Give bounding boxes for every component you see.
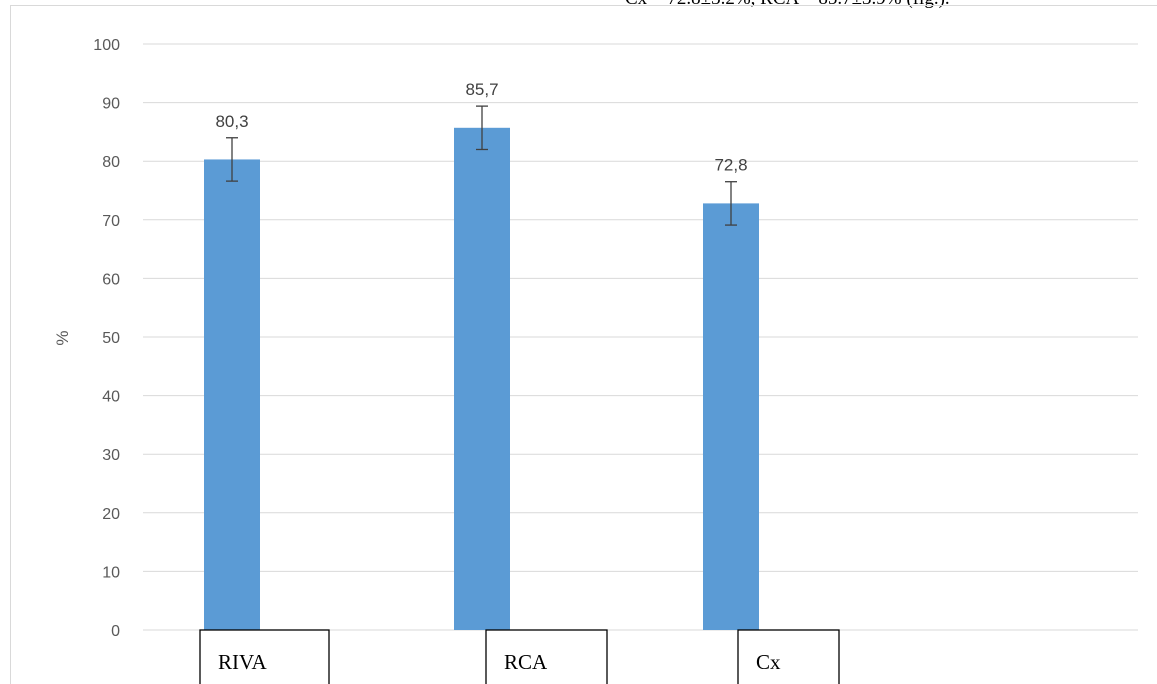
error-bars: [226, 105, 737, 226]
bar: [204, 159, 260, 630]
y-tick-label: 100: [93, 37, 120, 54]
y-axis-label: %: [53, 330, 72, 345]
gridlines: [143, 43, 1138, 631]
y-tick-label: 0: [111, 623, 120, 640]
bar: [703, 203, 759, 630]
category-label: Cx: [756, 650, 781, 674]
data-label: 85,7: [465, 80, 498, 99]
y-axis: 0 10 20 30 40 50 60 70 80 90 100: [93, 37, 120, 640]
y-tick-label: 60: [102, 271, 120, 288]
figure-caption-fragment: Cx = 72.8±3.2%, RCA = 85.7±3.9% (fig.).: [560, 0, 1157, 14]
data-label: 72,8: [714, 156, 747, 175]
chart-frame: [10, 5, 1157, 684]
category-box: [737, 629, 840, 684]
category-box: [199, 629, 330, 684]
category-label: RCA: [504, 650, 548, 674]
y-tick-label: 90: [102, 96, 120, 113]
category-box: [485, 629, 608, 684]
bar: [454, 127, 510, 630]
caption-text: Cx = 72.8±3.2%, RCA = 85.7±3.9% (fig.).: [625, 0, 950, 10]
y-tick-label: 50: [102, 330, 120, 347]
x-axis-categories: RIVA RCA Cx: [199, 629, 840, 684]
data-labels: 80,3 85,7 72,8: [215, 80, 747, 175]
y-tick-label: 20: [102, 506, 120, 523]
y-tick-label: 40: [102, 389, 120, 406]
category-label: RIVA: [218, 650, 267, 674]
y-tick-label: 10: [102, 564, 120, 581]
data-label: 80,3: [215, 112, 248, 131]
y-tick-label: 30: [102, 447, 120, 464]
y-tick-label: 80: [102, 154, 120, 171]
bars: [204, 127, 759, 630]
y-tick-label: 70: [102, 213, 120, 230]
